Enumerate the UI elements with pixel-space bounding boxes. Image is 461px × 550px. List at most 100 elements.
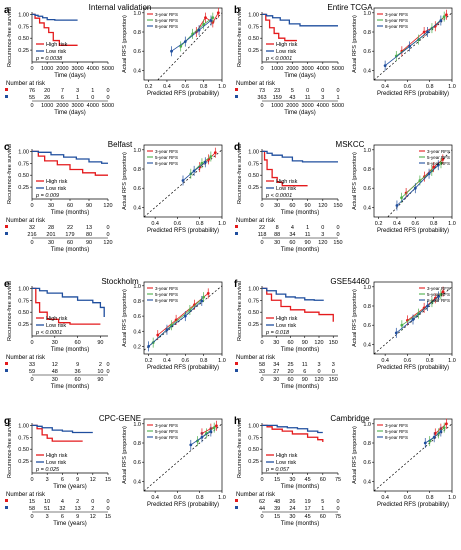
km-x-tick-label: 120 [314,340,323,346]
risk-cell-high: 0 [106,362,109,368]
risk-x-tick-label: 2000 [286,103,298,109]
cal-x-tick-label: 0.8 [426,358,434,364]
cal-point [216,11,220,15]
risk-cell-high: 58 [259,362,265,368]
cal-x-tick-label: 0.6 [404,84,412,90]
cal-legend-label-1: 3-year RFS [427,286,450,291]
cal-point [436,163,440,167]
km-line-low-risk [32,150,108,164]
risk-x-tick-label: 90 [305,240,311,246]
cal-point [211,16,215,19]
cal-x-tick-label: 1.0 [448,495,456,501]
cal-point [408,45,412,48]
risk-cell-low: 118 [258,232,267,238]
km-x-tick-label: 12 [90,477,96,483]
risk-cell-low: 0 [106,369,109,375]
legend-label-low: Low risk [276,186,296,192]
risk-cell-high: 26 [289,499,295,505]
cal-y-tick-label: 0.4 [133,329,141,335]
risk-cell-high: 33 [29,362,35,368]
km-y-tick-label: 0.50 [18,310,29,316]
cal-point [400,323,404,327]
km-x-axis-label: Time (months) [51,210,89,216]
cal-point [209,155,213,158]
km-y-tick-label: 1.00 [248,12,259,18]
risk-table-header: Number at risk [236,492,276,498]
risk-cell-low: 88 [274,232,280,238]
cal-y-tick-label: 0.4 [363,479,371,485]
cal-y-tick-label: 0.8 [363,441,371,447]
cal-point [192,169,196,173]
cal-point [433,432,437,435]
cal-x-tick-label: 0.8 [200,84,208,90]
risk-cell-high: 1 [91,88,94,94]
panel-title: Cambridge [330,414,370,423]
risk-x-tick-label: 5000 [332,103,344,109]
km-y-tick-label: 1.00 [248,149,259,155]
risk-row-high-swatch [5,225,8,228]
cal-y-axis-label: Actual RFS (proportion) [122,289,128,347]
p-value: p = 0.025 [35,467,60,473]
cal-point [183,314,187,318]
risk-cell-low: 59 [29,369,35,375]
km-line-high-risk [32,424,83,442]
cal-ideal-line [373,423,453,492]
cal-x-tick-label: 0.4 [151,221,159,227]
cal-x-tick-label: 0.6 [404,495,412,501]
cal-plot-frame [373,144,453,218]
risk-x-tick-label: 0 [260,103,263,109]
risk-x-tick-label: 5000 [102,103,114,109]
cal-legend-label-3: 8-year RFS [155,161,178,166]
cal-legend-label-3: 8-year RFS [427,161,450,166]
panel-title: CPC-GENE [99,414,141,423]
risk-x-axis-label: Time (months) [281,384,319,390]
cal-x-tick-label: 1.0 [448,358,456,364]
cal-y-tick-label: 0.4 [363,68,371,74]
risk-cell-high: 3 [76,88,79,94]
risk-cell-low: 11 [305,232,311,238]
km-x-tick-label: 60 [289,203,295,209]
risk-cell-high: 0 [106,499,109,505]
km-y-tick-label: 0.25 [18,322,29,328]
km-x-tick-label: 30 [274,203,280,209]
km-y-tick-label: 0.75 [18,435,29,441]
risk-table-header: Number at risk [236,355,276,361]
cal-y-tick-label: 0.8 [133,167,141,173]
cal-x-tick-label: 0.8 [430,221,438,227]
risk-cell-high: 5 [291,88,294,94]
cal-x-axis-label: Predicted RFS (probability) [147,91,219,97]
km-x-tick-label: 15 [105,477,111,483]
km-x-tick-label: 75 [335,477,341,483]
p-value: p = 0.018 [265,330,290,336]
risk-x-tick-label: 4000 [317,103,329,109]
cal-point [165,328,169,332]
risk-cell-low: 216 [27,232,36,238]
cal-point [439,430,443,433]
cal-x-tick-label: 0.8 [196,495,204,501]
cal-point [437,295,441,298]
cal-y-tick-label: 0.8 [363,167,371,173]
km-line-high-risk [262,287,334,322]
cal-line-series-3 [384,20,442,66]
cal-x-tick-label: 0.4 [163,358,171,364]
km-x-axis-label: Time (days) [54,73,85,79]
cal-legend-label-1: 3-year RFS [385,12,408,17]
cal-point [442,15,446,19]
risk-x-axis-label: Time (months) [51,247,89,253]
risk-cell-low: 3 [321,232,324,238]
cal-legend-label-1: 3-year RFS [427,149,450,154]
panel-title: MSKCC [336,140,365,149]
cal-point [441,290,445,293]
risk-table-header: Number at risk [236,81,276,87]
km-line-low-risk [262,13,338,27]
panel-letter: e [4,279,10,290]
cal-legend-label-2: 5-year RFS [427,292,450,297]
risk-x-tick-label: 15 [105,514,111,520]
risk-x-tick-label: 60 [320,514,326,520]
risk-x-tick-label: 90 [302,377,308,383]
risk-cell-high: 3 [332,362,335,368]
cal-y-axis-label: Actual RFS (proportion) [122,15,128,73]
